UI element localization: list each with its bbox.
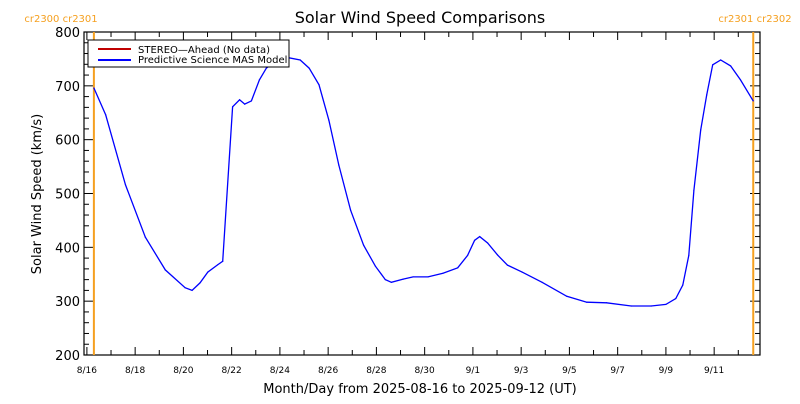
- data-point: [665, 303, 667, 305]
- x-tick-label: 9/11: [704, 366, 724, 376]
- y-tick-label: 500: [55, 188, 80, 203]
- data-point: [265, 67, 267, 69]
- data-point: [222, 260, 224, 262]
- data-point: [207, 271, 209, 273]
- carrington-marker-label: cr2301 cr2302: [718, 14, 791, 25]
- data-point: [506, 264, 509, 266]
- data-point: [239, 99, 241, 101]
- data-point: [675, 297, 677, 300]
- x-tick-label: 9/1: [466, 366, 480, 376]
- data-point: [752, 100, 754, 102]
- x-axis-label: Month/Day from 2025-08-16 to 2025-09-12 …: [263, 382, 576, 397]
- data-point: [93, 87, 95, 89]
- data-point: [338, 164, 340, 166]
- data-point: [693, 189, 695, 191]
- x-tick-label: 8/24: [270, 366, 290, 376]
- data-point: [308, 67, 310, 69]
- data-point: [521, 271, 523, 273]
- data-point: [144, 236, 146, 238]
- data-point: [244, 103, 246, 105]
- data-point: [363, 244, 365, 246]
- plot-frame: [83, 31, 761, 356]
- data-point: [124, 184, 127, 186]
- data-point: [479, 235, 481, 238]
- x-tick-label: 8/30: [415, 366, 435, 376]
- data-point: [390, 281, 392, 283]
- x-tick-label: 9/7: [610, 366, 624, 376]
- data-point: [688, 254, 690, 257]
- data-point: [402, 278, 404, 280]
- data-point: [712, 64, 714, 66]
- y-tick-label: 400: [55, 241, 80, 256]
- data-point: [496, 254, 499, 256]
- x-tick-label: 9/3: [514, 366, 528, 376]
- data-point: [184, 287, 186, 289]
- data-point: [739, 79, 742, 81]
- x-tick-label: 8/18: [125, 366, 145, 376]
- data-point: [384, 279, 386, 281]
- y-tick-label: 800: [55, 26, 80, 41]
- legend: STEREO—Ahead (No data) Predictive Scienc…: [87, 39, 290, 68]
- data-point: [318, 84, 320, 86]
- series-line-mas-model: [93, 57, 754, 307]
- data-point: [605, 302, 608, 304]
- data-point: [199, 282, 201, 284]
- data-point: [217, 263, 219, 266]
- x-tick-label: 8/28: [366, 366, 386, 376]
- x-tick-label: 8/26: [318, 366, 338, 376]
- data-point: [349, 209, 352, 211]
- data-point: [250, 100, 253, 102]
- data-point: [586, 301, 588, 303]
- x-tick-label: 8/16: [77, 366, 97, 376]
- data-point: [466, 254, 469, 257]
- y-axis-label: Solar Wind Speed (km/s): [30, 114, 45, 274]
- data-point: [105, 114, 107, 116]
- data-point: [299, 59, 301, 61]
- chart-title: Solar Wind Speed Comparisons: [295, 8, 546, 27]
- data-point: [427, 276, 429, 278]
- data-point: [706, 94, 708, 96]
- data-point: [258, 79, 260, 81]
- x-tick-label: 9/5: [562, 366, 576, 376]
- x-tick-label: 9/9: [659, 366, 674, 376]
- y-tick-label: 600: [55, 134, 80, 149]
- data-point: [729, 65, 732, 67]
- data-point: [473, 239, 476, 241]
- y-tick-label: 300: [55, 295, 80, 310]
- data-point: [412, 276, 414, 278]
- data-point: [720, 59, 722, 61]
- x-tick-label: 8/20: [173, 366, 193, 376]
- data-point: [541, 281, 543, 283]
- data-point: [442, 272, 444, 274]
- data-point: [164, 269, 166, 271]
- data-point: [374, 265, 377, 267]
- x-tick-label: 8/22: [222, 366, 242, 376]
- plot-area: 200 300 400 500 600 700 800 8/16 8/18 8/20 8/22 8/2…: [24, 14, 791, 376]
- data-point: [328, 119, 330, 121]
- data-point: [191, 289, 193, 291]
- data-point: [630, 305, 632, 307]
- data-point: [487, 242, 489, 244]
- y-tick-label: 200: [55, 349, 80, 364]
- data-point: [457, 267, 459, 269]
- legend-box: [87, 39, 290, 68]
- data-point: [700, 129, 702, 131]
- data-point: [566, 295, 568, 297]
- data-point: [682, 284, 684, 286]
- y-tick-label: 700: [55, 80, 80, 95]
- carrington-marker-label: cr2300 cr2301: [24, 14, 97, 25]
- data-point: [232, 106, 234, 108]
- data-point: [650, 305, 652, 307]
- legend-label-stereo: STEREO—Ahead (No data): [138, 45, 270, 56]
- legend-label-mas-model: Predictive Science MAS Model: [138, 55, 287, 66]
